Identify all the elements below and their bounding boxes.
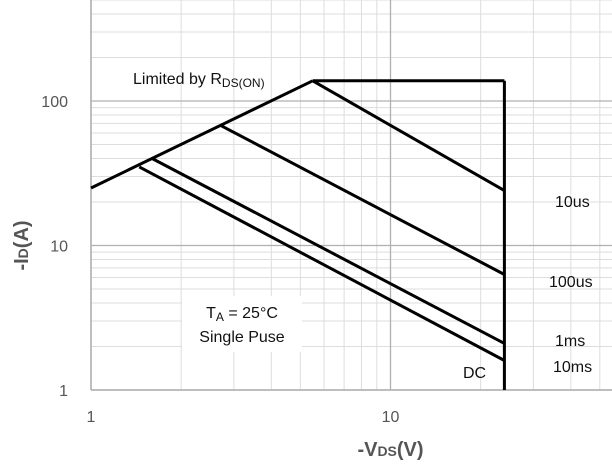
ambient-temperature-note: TA = 25°C	[206, 305, 278, 324]
tick-labels: 1 10 1 10 100	[41, 94, 399, 426]
x-tick-label: 1	[87, 409, 96, 426]
series-label-1ms: 1ms	[555, 333, 585, 350]
conditions-note-background	[182, 296, 302, 352]
series-label-dc: DC	[463, 365, 486, 382]
y-tick-label: 100	[41, 94, 68, 111]
series-label-100us: 100us	[549, 274, 593, 291]
y-tick-label: 10	[50, 239, 68, 256]
rds-limit-label: Limited by RDS(ON)	[133, 71, 265, 90]
x-axis-title: -VDS(V)	[357, 439, 423, 461]
curves	[90, 79, 506, 390]
curve-10us	[311, 79, 506, 192]
curve-100us	[219, 123, 506, 276]
series-label-10ms: 10ms	[553, 359, 592, 376]
series-label-10us: 10us	[555, 194, 590, 211]
curve-10ms	[138, 165, 506, 362]
y-axis-title: -ID(A)	[11, 220, 33, 270]
x-tick-label: 10	[382, 409, 400, 426]
y-tick-label: 1	[59, 383, 68, 400]
single-pulse-note: Single Puse	[199, 329, 284, 346]
rds-limit-line	[90, 79, 314, 190]
minor-grid	[91, 0, 612, 390]
major-grid	[90, 0, 612, 391]
series-labels: 10us 100us 1ms 10ms DC	[463, 194, 593, 382]
curve-1ms	[151, 157, 506, 345]
